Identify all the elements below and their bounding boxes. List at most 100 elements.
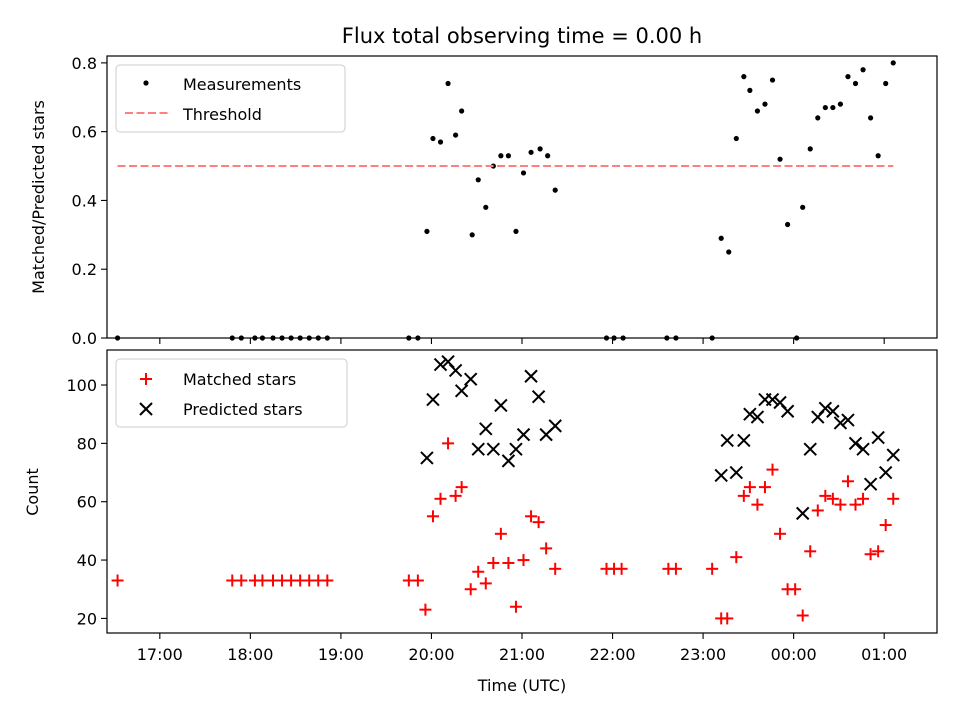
measurement-point — [830, 104, 836, 111]
matched-stars-point — [751, 498, 764, 511]
chart-title: Flux total observing time = 0.00 h — [342, 24, 702, 48]
matched-stars-point — [819, 489, 832, 502]
matched-stars-point — [235, 574, 248, 587]
matched-stars-point — [540, 542, 553, 555]
matched-stars-point — [525, 510, 538, 523]
legend-matched-marker — [140, 373, 152, 385]
measurement-point — [545, 153, 551, 159]
measurement-point — [800, 204, 806, 210]
predicted-stars-point — [750, 410, 765, 424]
measurement-point — [430, 135, 436, 142]
predicted-stars-point — [714, 468, 728, 483]
measurement-point — [815, 115, 821, 121]
y-tick-label: 100 — [66, 376, 97, 395]
top-legend: Measurements Threshold — [115, 64, 346, 133]
measurement-point — [114, 335, 121, 341]
measurement-point — [424, 228, 430, 234]
predicted-stars-point — [737, 433, 751, 448]
measurement-point — [777, 156, 783, 162]
y-tick-label: 80 — [77, 434, 97, 453]
predicted-stars-point — [765, 392, 780, 407]
measurement-point — [445, 80, 451, 87]
measurement-point — [229, 335, 235, 341]
measurement-point — [270, 335, 276, 341]
y-tick-label: 0.2 — [72, 260, 97, 279]
matched-stars-point — [472, 565, 485, 578]
measurement-point — [279, 335, 285, 341]
matched-stars-point — [872, 545, 885, 558]
matched-stars-point — [517, 554, 530, 567]
predicted-stars-point — [494, 398, 508, 413]
predicted-stars-point — [743, 407, 757, 421]
bottom-plot-area — [111, 354, 900, 625]
measurement-point — [620, 335, 626, 341]
matched-stars-point — [721, 612, 734, 625]
legend-threshold-label: Threshold — [182, 105, 262, 124]
y-tick-label: 0.4 — [72, 191, 97, 210]
measurement-point — [741, 74, 747, 80]
matched-stars-point — [864, 548, 877, 561]
measurement-point — [288, 335, 294, 341]
matched-stars-point — [449, 489, 462, 502]
predicted-stars-point — [524, 369, 538, 383]
measurement-point — [453, 132, 459, 138]
matched-stars-point — [730, 551, 743, 564]
top-y-ticks: 0.0 0.2 0.4 0.6 0.8 — [72, 54, 107, 348]
predicted-stars-point — [841, 413, 855, 427]
measurement-point — [664, 335, 670, 341]
predicted-stars-point — [433, 357, 448, 372]
matched-stars-point — [411, 574, 424, 587]
matched-stars-point — [841, 475, 854, 488]
measurement-point — [769, 77, 776, 83]
bottom-panel: 20 40 60 80 100 17:00 18:00 19:00 20:00 21:00 22:… — [23, 349, 938, 695]
matched-stars-point — [834, 498, 847, 511]
predicted-stars-point — [833, 416, 848, 430]
measurement-point — [726, 249, 732, 255]
matched-stars-point — [706, 562, 719, 575]
measurement-point — [415, 335, 421, 341]
top-legend-box — [115, 64, 346, 133]
measurement-point — [890, 60, 896, 66]
x-tick-label: 20:00 — [408, 645, 454, 664]
x-tick-label: 21:00 — [499, 645, 545, 664]
matched-stars-point — [487, 556, 500, 569]
matched-stars-point — [111, 574, 124, 587]
predicted-stars-point — [463, 372, 478, 386]
bottom-x-ticks: 17:00 18:00 19:00 20:00 21:00 22:00 23:00 00:00… — [137, 633, 907, 664]
matched-stars-point — [796, 609, 809, 622]
measurement-point — [498, 153, 504, 159]
bottom-legend-box — [115, 358, 348, 428]
predicted-stars-point — [818, 401, 833, 416]
legend-predicted-marker — [139, 402, 153, 416]
y-tick-label: 60 — [77, 493, 97, 512]
measurement-point — [520, 170, 527, 176]
matched-stars-point — [502, 556, 515, 569]
x-tick-label: 17:00 — [137, 645, 183, 664]
predicted-stars-point — [486, 442, 501, 456]
measurement-point — [875, 153, 881, 159]
measurement-point — [709, 335, 715, 341]
measurement-point — [315, 335, 321, 341]
predicted-stars-point — [448, 363, 463, 378]
matched-stars-point — [442, 437, 455, 450]
predicted-stars-point — [826, 404, 840, 418]
matched-stars-point — [879, 519, 892, 532]
measurement-point — [785, 221, 791, 228]
legend-measurements-label: Measurements — [183, 75, 301, 94]
measurement-point — [762, 101, 768, 107]
measurement-point — [673, 335, 679, 341]
x-tick-label: 01:00 — [861, 645, 907, 664]
measurement-point — [469, 232, 475, 238]
y-tick-label: 0.6 — [72, 123, 97, 142]
predicted-stars-point — [420, 451, 434, 465]
predicted-stars-point — [479, 422, 493, 436]
bottom-y-axis-label: Count — [23, 468, 42, 516]
x-tick-label: 23:00 — [680, 645, 726, 664]
matched-stars-point — [321, 574, 334, 587]
measurement-point — [822, 104, 828, 111]
matched-stars-point — [826, 492, 839, 505]
predicted-stars-point — [863, 477, 878, 491]
measurement-point — [459, 108, 465, 114]
x-tick-label: 00:00 — [771, 645, 817, 664]
